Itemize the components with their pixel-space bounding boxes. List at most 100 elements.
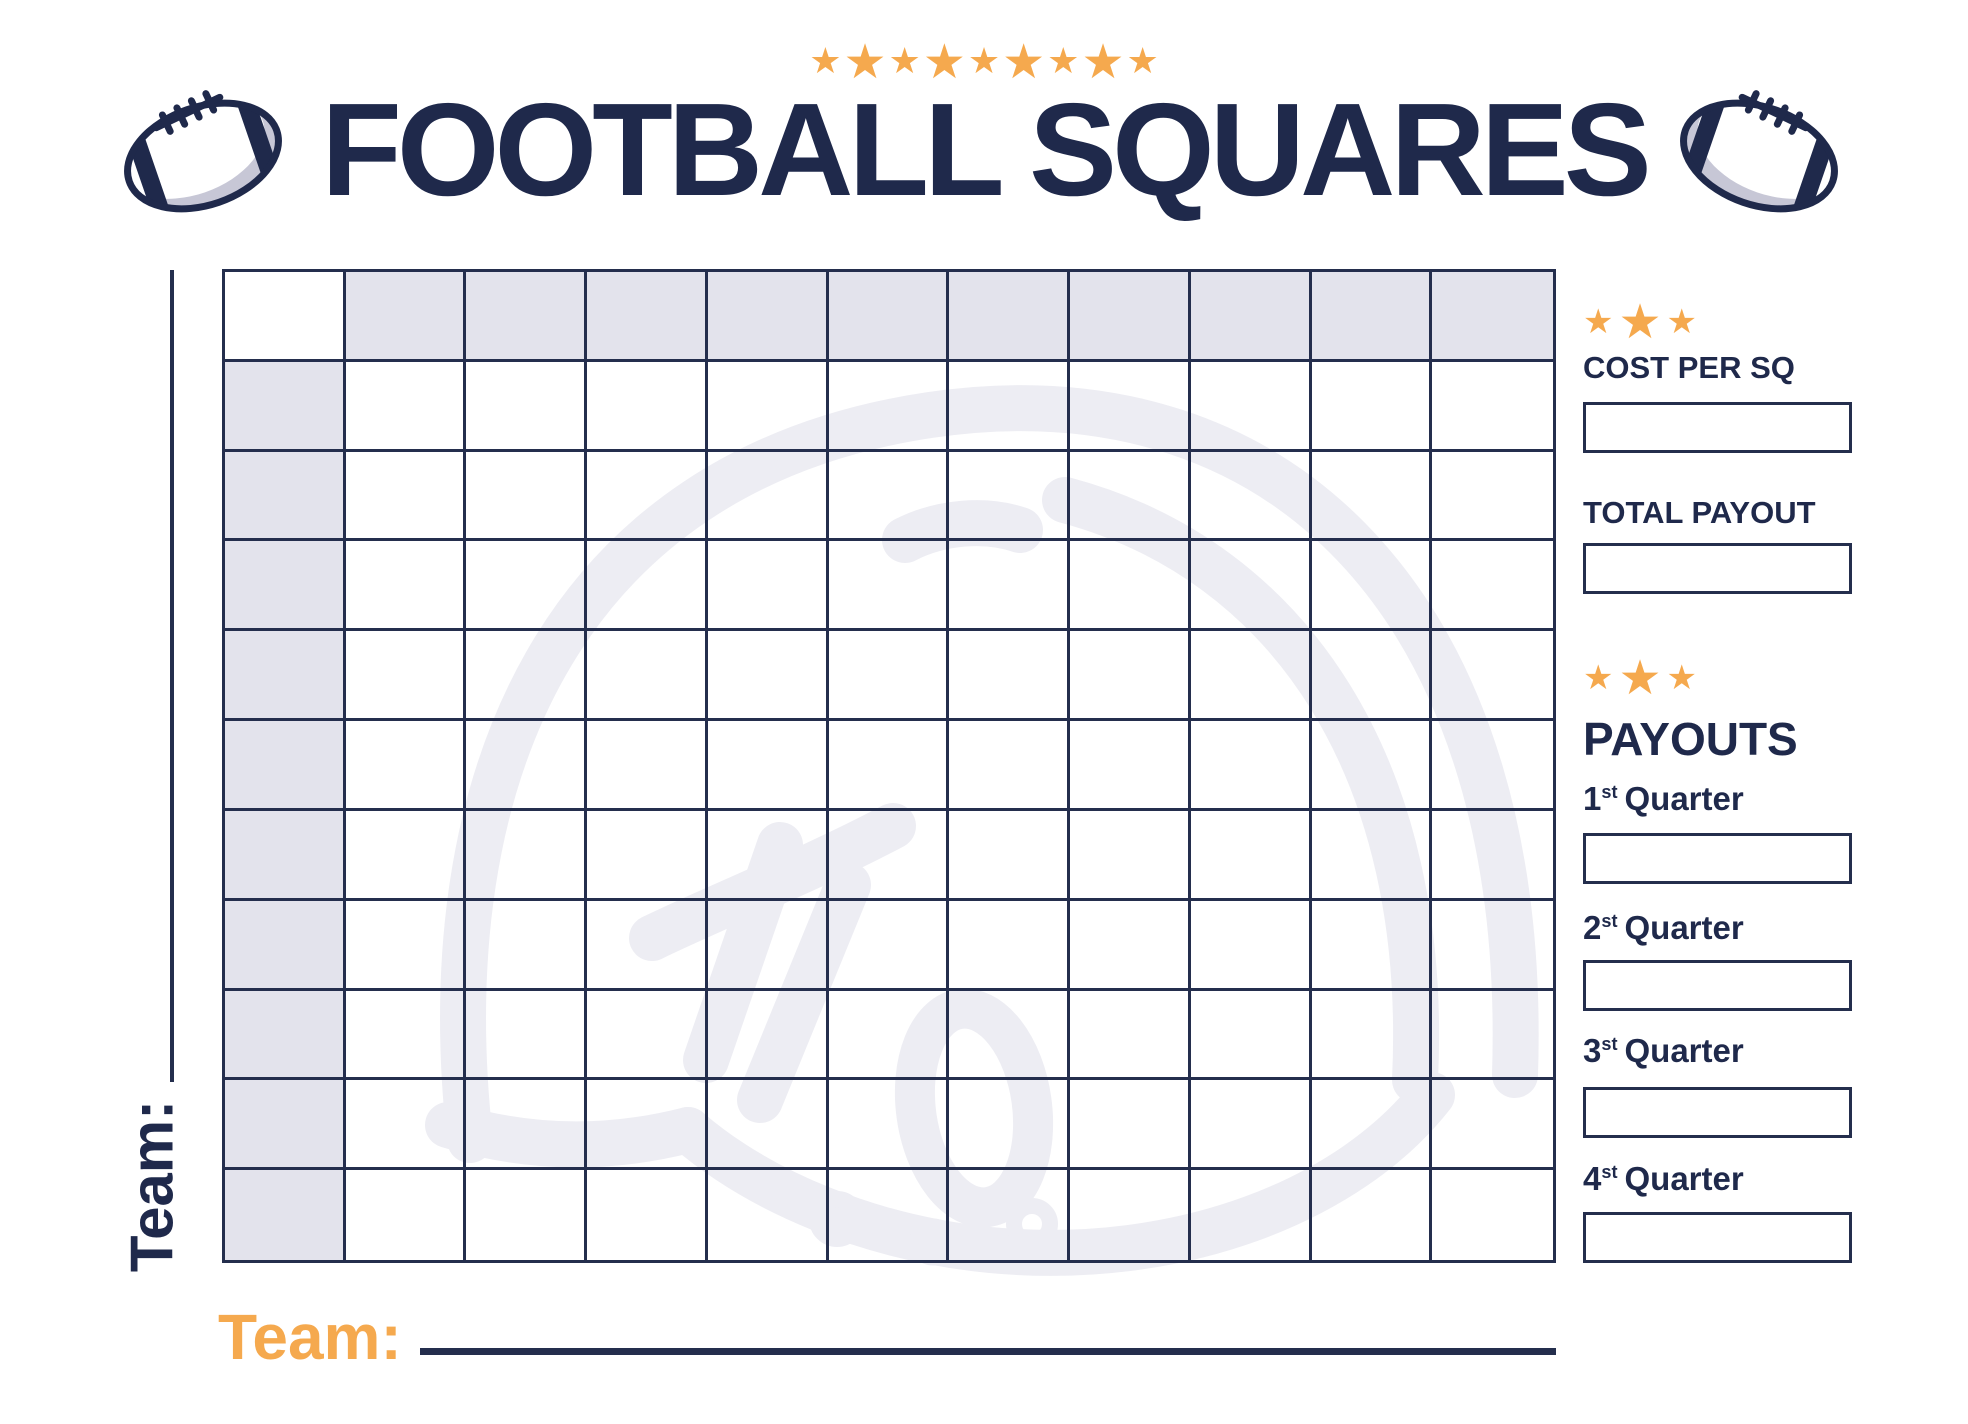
quarter-2-payout-input[interactable] bbox=[1583, 960, 1852, 1011]
square-cell[interactable] bbox=[1432, 991, 1553, 1081]
square-cell[interactable] bbox=[1311, 451, 1433, 542]
square-cell[interactable] bbox=[466, 721, 588, 811]
square-cell[interactable] bbox=[949, 810, 1071, 901]
square-cell[interactable] bbox=[1190, 631, 1312, 722]
square-cell[interactable] bbox=[587, 990, 708, 1081]
square-cell[interactable] bbox=[707, 990, 829, 1081]
square-cell[interactable] bbox=[1432, 362, 1553, 452]
score-row-header-cell[interactable] bbox=[225, 1170, 346, 1260]
square-cell[interactable] bbox=[1190, 810, 1312, 901]
square-cell[interactable] bbox=[1432, 721, 1553, 811]
square-cell[interactable] bbox=[1311, 900, 1433, 991]
square-cell[interactable] bbox=[345, 900, 467, 991]
quarter-1-payout-input[interactable] bbox=[1583, 833, 1852, 884]
cost-per-sq-input[interactable] bbox=[1583, 402, 1852, 453]
score-header-cell[interactable] bbox=[828, 272, 950, 362]
square-cell[interactable] bbox=[466, 990, 588, 1081]
score-row-header-cell[interactable] bbox=[225, 631, 346, 722]
square-cell[interactable] bbox=[1190, 1080, 1312, 1171]
square-cell[interactable] bbox=[828, 721, 950, 811]
score-row-header-cell[interactable] bbox=[225, 1080, 346, 1171]
square-cell[interactable] bbox=[1070, 451, 1191, 542]
square-cell[interactable] bbox=[466, 810, 588, 901]
total-payout-input[interactable] bbox=[1583, 543, 1852, 594]
square-cell[interactable] bbox=[1311, 1080, 1433, 1171]
score-row-header-cell[interactable] bbox=[225, 361, 346, 452]
square-cell[interactable] bbox=[1311, 631, 1433, 722]
square-cell[interactable] bbox=[587, 631, 708, 722]
square-cell[interactable] bbox=[828, 1080, 950, 1171]
quarter-4-payout-input[interactable] bbox=[1583, 1212, 1852, 1263]
square-cell[interactable] bbox=[1190, 900, 1312, 991]
square-cell[interactable] bbox=[587, 451, 708, 542]
square-cell[interactable] bbox=[1070, 361, 1191, 452]
square-cell[interactable] bbox=[707, 541, 829, 632]
square-cell[interactable] bbox=[1432, 541, 1553, 632]
score-row-header-cell[interactable] bbox=[225, 541, 346, 632]
square-cell[interactable] bbox=[828, 631, 950, 722]
score-header-cell[interactable] bbox=[1190, 272, 1312, 362]
square-cell[interactable] bbox=[829, 1170, 950, 1260]
square-cell[interactable] bbox=[828, 810, 950, 901]
square-cell[interactable] bbox=[828, 541, 950, 632]
square-cell[interactable] bbox=[707, 361, 829, 452]
square-cell[interactable] bbox=[1311, 990, 1433, 1081]
square-cell[interactable] bbox=[1190, 361, 1312, 452]
square-cell[interactable] bbox=[707, 721, 829, 811]
square-cell[interactable] bbox=[1311, 541, 1433, 632]
score-header-cell[interactable] bbox=[1432, 272, 1553, 362]
square-cell[interactable] bbox=[1432, 1080, 1553, 1171]
square-cell[interactable] bbox=[949, 1170, 1071, 1260]
square-cell[interactable] bbox=[345, 631, 467, 722]
score-row-header-cell[interactable] bbox=[225, 721, 346, 811]
square-cell[interactable] bbox=[1070, 810, 1191, 901]
team-name-line-vertical[interactable] bbox=[170, 270, 174, 1082]
square-cell[interactable] bbox=[949, 1080, 1071, 1171]
square-cell[interactable] bbox=[949, 451, 1071, 542]
square-cell[interactable] bbox=[587, 541, 708, 632]
square-cell[interactable] bbox=[1432, 811, 1553, 901]
square-cell[interactable] bbox=[587, 1080, 708, 1171]
square-cell[interactable] bbox=[587, 721, 708, 811]
square-cell[interactable] bbox=[949, 721, 1071, 811]
score-header-cell[interactable] bbox=[707, 272, 829, 362]
square-cell[interactable] bbox=[1432, 452, 1553, 542]
square-cell[interactable] bbox=[1432, 631, 1553, 722]
square-cell[interactable] bbox=[949, 900, 1071, 991]
score-header-cell[interactable] bbox=[1070, 272, 1191, 362]
square-cell[interactable] bbox=[949, 631, 1071, 722]
square-cell[interactable] bbox=[949, 361, 1071, 452]
square-cell[interactable] bbox=[708, 1170, 829, 1260]
square-cell[interactable] bbox=[1312, 1170, 1433, 1260]
square-cell[interactable] bbox=[1432, 1170, 1553, 1260]
square-cell[interactable] bbox=[828, 361, 950, 452]
square-cell[interactable] bbox=[707, 631, 829, 722]
square-cell[interactable] bbox=[1070, 721, 1191, 811]
square-cell[interactable] bbox=[1190, 721, 1312, 811]
score-row-header-cell[interactable] bbox=[225, 451, 346, 542]
square-cell[interactable] bbox=[1070, 1170, 1191, 1260]
square-cell[interactable] bbox=[466, 631, 588, 722]
square-cell[interactable] bbox=[828, 900, 950, 991]
square-cell[interactable] bbox=[1070, 900, 1191, 991]
square-cell[interactable] bbox=[1311, 810, 1433, 901]
score-header-cell[interactable] bbox=[949, 272, 1071, 362]
square-cell[interactable] bbox=[1311, 721, 1433, 811]
team-name-line-bottom[interactable] bbox=[420, 1348, 1556, 1355]
square-cell[interactable] bbox=[345, 1080, 467, 1171]
square-cell[interactable] bbox=[1191, 1170, 1312, 1260]
square-cell[interactable] bbox=[707, 810, 829, 901]
square-cell[interactable] bbox=[345, 721, 467, 811]
square-cell[interactable] bbox=[828, 451, 950, 542]
square-cell[interactable] bbox=[345, 810, 467, 901]
square-cell[interactable] bbox=[466, 1170, 588, 1260]
square-cell[interactable] bbox=[466, 1080, 588, 1171]
square-cell[interactable] bbox=[346, 1170, 467, 1260]
score-row-header-cell[interactable] bbox=[225, 810, 346, 901]
square-cell[interactable] bbox=[345, 990, 467, 1081]
square-cell[interactable] bbox=[828, 990, 950, 1081]
score-header-cell[interactable] bbox=[466, 272, 588, 362]
square-cell[interactable] bbox=[707, 451, 829, 542]
score-row-header-cell[interactable] bbox=[225, 900, 346, 991]
square-cell[interactable] bbox=[1432, 901, 1553, 991]
